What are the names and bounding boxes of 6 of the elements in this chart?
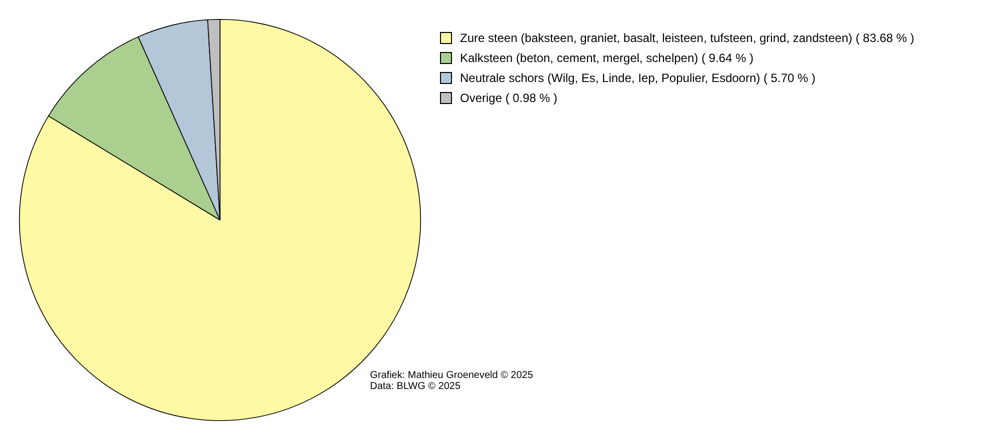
legend-label: Kalksteen (beton, cement, mergel, schelpen) ( 9.64 % ) <box>460 50 754 67</box>
legend-label: Zure steen (baksteen, graniet, basalt, leisteen, tufsteen, grind, zandsteen) ( 83.68 % ) <box>460 30 914 47</box>
text: Grafiek: Mathieu Groeneveld © 2025 <box>370 370 534 381</box>
legend-label: Neutrale schors (Wilg, Es, Linde, Iep, Populier, Esdoorn) ( 5.70 % ) <box>460 70 816 87</box>
legend-label: Overige ( 0.98 % ) <box>460 90 558 107</box>
text: Data: BLWG © 2025 <box>370 381 462 392</box>
